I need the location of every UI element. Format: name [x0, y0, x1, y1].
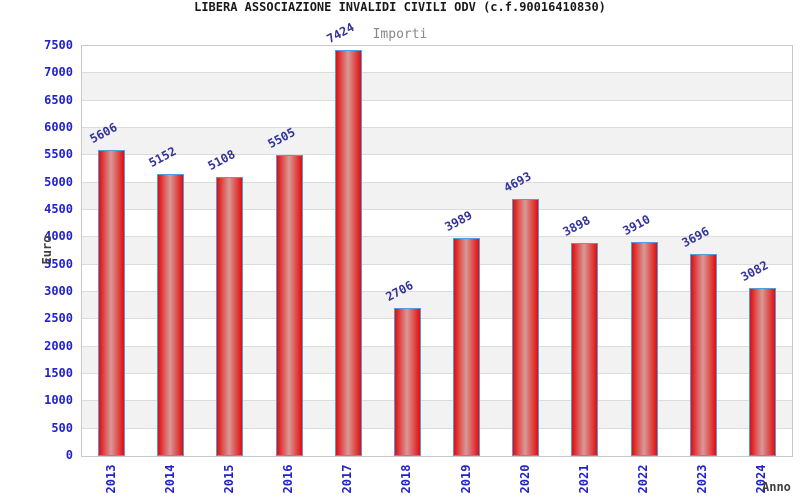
gridline: [82, 318, 792, 320]
x-axis-tick: 2013: [103, 464, 118, 494]
gridline: [82, 72, 792, 74]
bar: [512, 199, 540, 456]
gridline: [82, 291, 792, 292]
background-band: [82, 73, 792, 101]
bar: [275, 155, 303, 456]
gridline: [82, 427, 792, 429]
gridline: [82, 209, 792, 210]
x-axis-tick: 2018: [399, 464, 414, 494]
y-axis-title: Euro: [40, 235, 54, 265]
background-band: [82, 128, 792, 156]
bar: [334, 50, 362, 456]
bar-value-label: 3898: [560, 212, 593, 239]
gridline: [82, 263, 792, 265]
x-axis-tick: 2022: [636, 464, 651, 494]
y-axis-tick: 3000: [44, 284, 73, 298]
bar: [748, 287, 776, 456]
background-band: [82, 237, 792, 265]
x-axis-tick: 2021: [576, 464, 591, 494]
y-axis-tick: 6000: [44, 120, 73, 134]
y-axis-tick: 2500: [44, 311, 73, 326]
bar: [689, 253, 717, 456]
background-band: [82, 292, 792, 320]
x-axis-tick: 2020: [517, 464, 532, 494]
gridline: [82, 345, 792, 347]
gridline: [82, 99, 792, 101]
x-axis-tick: 2016: [281, 464, 296, 494]
x-axis-tick: 2014: [162, 464, 177, 494]
bar: [216, 176, 244, 456]
y-axis-tick: 2000: [44, 338, 73, 353]
y-axis-tick: 7000: [44, 65, 73, 80]
plot-area: 5606 5152 5108 5505 7424 2706 3989 4693 3898 3910…: [81, 20, 793, 457]
bar: [157, 174, 185, 456]
y-axis-tick: 7500: [44, 38, 73, 52]
y-axis-tick: 3500: [44, 256, 73, 271]
gridline: [82, 373, 792, 374]
y-axis-tick: 4000: [44, 229, 73, 244]
x-axis-tick: 2019: [458, 464, 473, 494]
bar-value-label: 3910: [620, 212, 653, 239]
gridline: [82, 236, 792, 238]
gridline: [82, 181, 792, 183]
bar-value-label: 3989: [442, 208, 475, 234]
background-band: [82, 346, 792, 374]
y-axis-tick: 500: [51, 420, 73, 435]
bar: [393, 308, 421, 456]
x-axis-title: Anno: [762, 480, 791, 494]
x-axis-tick: 2023: [695, 464, 710, 494]
background-band: [82, 401, 792, 429]
bar: [571, 242, 599, 456]
y-axis-tick: 6500: [44, 92, 73, 107]
legend-label: Importi: [372, 27, 428, 42]
gridline: [82, 154, 792, 156]
x-axis-tick: 2015: [221, 464, 236, 494]
y-axis-tick: 0: [65, 448, 73, 462]
bar: [630, 242, 658, 456]
gridline: [82, 400, 792, 402]
y-axis-tick: 1000: [44, 393, 73, 408]
y-axis-tick: 1500: [44, 366, 73, 380]
bar: [98, 149, 126, 456]
x-axis-tick: 2017: [340, 464, 355, 494]
y-axis-tick: 5500: [44, 147, 73, 162]
bar: [453, 237, 481, 456]
background-band: [82, 182, 792, 210]
y-axis-tick: 4500: [44, 202, 73, 216]
y-axis-tick: 5000: [44, 174, 73, 189]
gridline: [82, 127, 792, 128]
chart-title: LIBERA ASSOCIAZIONE INVALIDI CIVILI ODV …: [194, 0, 606, 14]
bar-value-label: 7424: [324, 20, 357, 47]
